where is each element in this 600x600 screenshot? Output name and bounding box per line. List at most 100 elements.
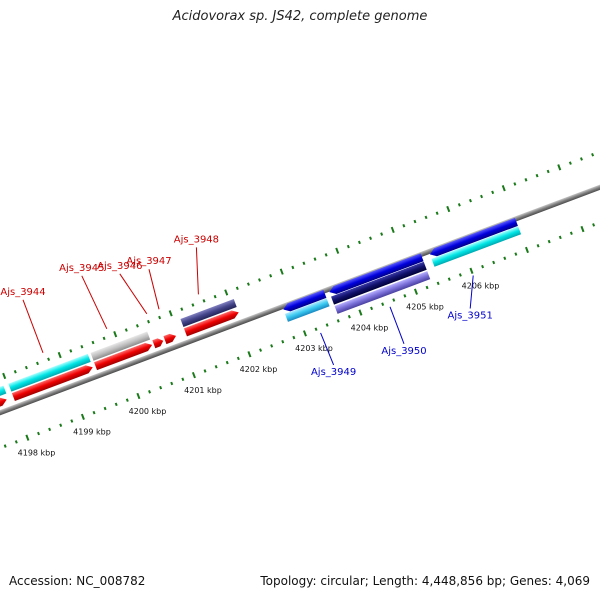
scale-label: 4202 kbp bbox=[240, 365, 278, 374]
leader-line bbox=[389, 306, 405, 344]
gene-label-forward[interactable]: Ajs_3947 bbox=[126, 256, 171, 267]
leader-line bbox=[469, 275, 474, 309]
tick-mark bbox=[48, 427, 52, 432]
tick-mark bbox=[380, 232, 384, 236]
scale-label: 4199 kbp bbox=[73, 428, 111, 437]
tick-mark bbox=[147, 319, 150, 324]
navy-feature[interactable] bbox=[331, 261, 427, 305]
tick-mark bbox=[302, 261, 306, 266]
tick-mark bbox=[436, 281, 440, 286]
tick-mark bbox=[281, 339, 285, 344]
tick-mark bbox=[279, 268, 284, 275]
tick-mark bbox=[3, 444, 7, 448]
tick-mark bbox=[413, 288, 418, 295]
gene-label-reverse[interactable]: Ajs_3951 bbox=[448, 311, 493, 322]
scale-label: 4204 kbp bbox=[351, 323, 389, 332]
tick-mark bbox=[402, 223, 406, 228]
feature-track bbox=[0, 217, 522, 417]
tick-mark bbox=[535, 173, 539, 178]
tick-mark bbox=[168, 310, 173, 317]
forward-gene-feature[interactable] bbox=[163, 332, 177, 345]
scale-label: 4205 kbp bbox=[406, 303, 444, 312]
reverse-gene-feature[interactable] bbox=[282, 289, 327, 314]
tick-mark bbox=[13, 370, 17, 374]
tick-mark bbox=[291, 265, 295, 270]
tick-mark bbox=[591, 153, 595, 157]
leader-line bbox=[195, 247, 199, 295]
inner-tick-track bbox=[3, 223, 596, 448]
tick-mark bbox=[513, 182, 517, 186]
tick-mark bbox=[580, 225, 585, 233]
map-title: Acidovorax sp. JS42, complete genome bbox=[172, 9, 428, 24]
gene-label-reverse[interactable]: Ajs_3950 bbox=[381, 346, 426, 357]
tick-mark bbox=[14, 440, 18, 444]
leader-line bbox=[119, 273, 148, 315]
tick-mark bbox=[580, 157, 583, 161]
tick-mark bbox=[47, 357, 51, 361]
tick-mark bbox=[536, 244, 540, 248]
gene-label-forward[interactable]: Ajs_3948 bbox=[174, 234, 219, 245]
tick-mark bbox=[435, 211, 439, 215]
leader-line bbox=[320, 332, 335, 366]
reverse-gene-feature[interactable] bbox=[428, 217, 518, 259]
tick-mark bbox=[481, 264, 485, 269]
tick-mark bbox=[181, 377, 185, 382]
tick-mark bbox=[492, 260, 496, 265]
tick-mark bbox=[113, 331, 118, 338]
tick-mark bbox=[102, 336, 106, 341]
dark-purple-feature[interactable] bbox=[180, 298, 237, 327]
tick-mark bbox=[80, 413, 85, 421]
tick-mark bbox=[136, 392, 141, 400]
scale-label: 4203 kbp bbox=[295, 344, 333, 353]
tick-mark bbox=[392, 298, 396, 302]
tick-mark bbox=[124, 328, 128, 332]
tick-mark bbox=[469, 267, 474, 274]
tick-mark bbox=[236, 356, 240, 361]
tick-mark bbox=[547, 239, 551, 244]
light-purple-feature[interactable] bbox=[334, 271, 431, 314]
leader-line bbox=[81, 275, 108, 330]
tick-mark bbox=[25, 434, 30, 441]
gene-label-forward[interactable]: Ajs_3944 bbox=[0, 287, 45, 298]
tick-mark bbox=[370, 306, 374, 311]
tick-mark bbox=[447, 277, 451, 281]
cds-cyan-feature[interactable] bbox=[284, 298, 330, 322]
tick-mark bbox=[213, 294, 217, 299]
tick-mark bbox=[314, 327, 318, 331]
tick-mark bbox=[346, 244, 350, 249]
forward-gene-feature[interactable] bbox=[152, 337, 164, 349]
gene-label-forward[interactable]: Ajs_3946 bbox=[97, 261, 142, 272]
tick-mark bbox=[457, 203, 461, 207]
tick-mark bbox=[235, 286, 239, 291]
tick-mark bbox=[558, 235, 562, 240]
forward-gene-feature[interactable] bbox=[183, 308, 240, 337]
tick-mark bbox=[135, 324, 139, 328]
tick-mark bbox=[446, 205, 451, 213]
tick-mark bbox=[114, 402, 118, 407]
tick-mark bbox=[524, 246, 529, 254]
leader-line bbox=[148, 269, 160, 310]
reverse-gene-feature[interactable] bbox=[328, 253, 424, 296]
tick-mark bbox=[381, 302, 385, 306]
forward-gene-feature[interactable] bbox=[94, 341, 154, 371]
tick-mark bbox=[480, 194, 484, 199]
gene-label-forward[interactable]: Ajs_3945 bbox=[59, 263, 104, 274]
pseudo-gray-feature[interactable] bbox=[90, 331, 151, 361]
forward-gene-feature[interactable] bbox=[11, 363, 94, 402]
tick-mark bbox=[259, 348, 263, 352]
tick-mark bbox=[357, 240, 361, 245]
tick-mark bbox=[2, 372, 7, 380]
tick-mark bbox=[503, 256, 507, 261]
tick-mark bbox=[258, 278, 261, 282]
tick-mark bbox=[214, 365, 218, 369]
tick-mark bbox=[180, 307, 184, 311]
cds-cyan-feature[interactable] bbox=[431, 226, 522, 267]
gene-label-reverse[interactable]: Ajs_3949 bbox=[311, 367, 356, 378]
tick-mark bbox=[158, 315, 162, 320]
tick-mark bbox=[159, 385, 163, 390]
leader-line bbox=[22, 299, 44, 353]
cds-cyan-feature[interactable] bbox=[8, 353, 91, 392]
tick-mark bbox=[225, 360, 229, 365]
tick-mark bbox=[103, 406, 107, 411]
